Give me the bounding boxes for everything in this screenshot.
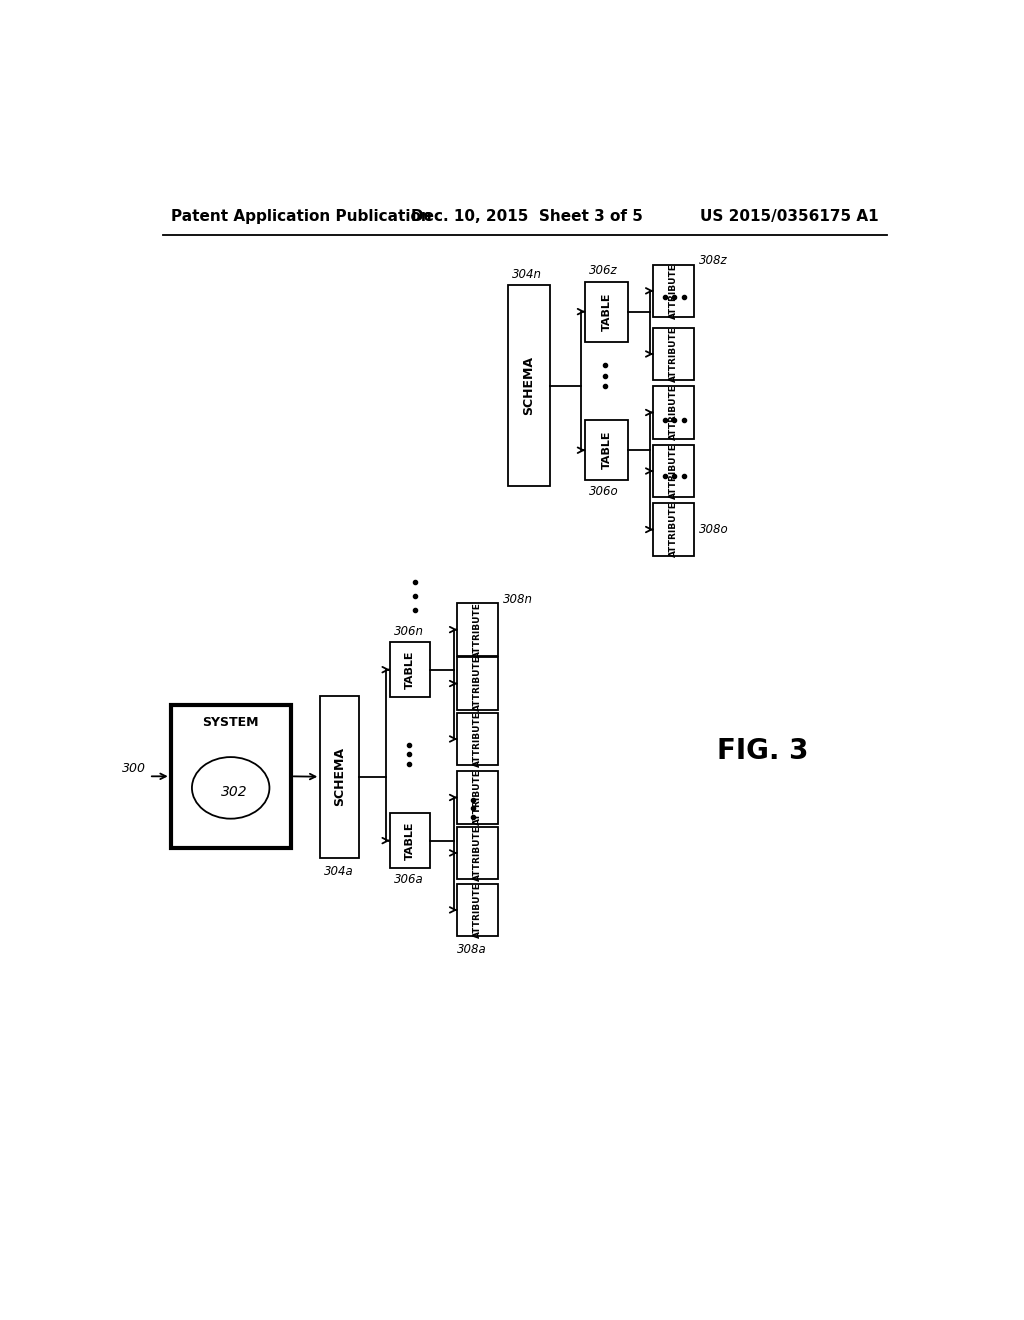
Bar [653,503,693,556]
Text: 304a: 304a [324,865,354,878]
Text: ATTRIBUTE: ATTRIBUTE [473,602,482,657]
Bar [653,387,693,438]
Text: Dec. 10, 2015  Sheet 3 of 5: Dec. 10, 2015 Sheet 3 of 5 [411,209,643,223]
Bar [508,285,550,486]
Text: ATTRIBUTE: ATTRIBUTE [669,502,678,557]
Bar [171,705,291,847]
Text: 304n: 304n [512,268,542,281]
Text: 300: 300 [122,762,145,775]
Bar [390,642,430,697]
Bar [586,420,628,480]
Text: ATTRIBUTE: ATTRIBUTE [669,263,678,318]
Bar [458,826,498,879]
Text: 308a: 308a [458,944,487,957]
Text: ATTRIBUTE: ATTRIBUTE [473,770,482,825]
Bar [653,264,693,317]
Text: TABLE: TABLE [406,651,415,689]
Text: 306o: 306o [589,484,618,498]
Text: ATTRIBUTE: ATTRIBUTE [669,326,678,381]
Text: US 2015/0356175 A1: US 2015/0356175 A1 [700,209,879,223]
Text: ATTRIBUTE: ATTRIBUTE [473,711,482,767]
Bar [458,657,498,710]
Text: Patent Application Publication: Patent Application Publication [171,209,431,223]
Bar [458,713,498,766]
Text: 306a: 306a [394,873,424,886]
Text: 302: 302 [221,785,248,800]
Text: 306n: 306n [394,624,424,638]
Text: SYSTEM: SYSTEM [203,715,259,729]
Text: 308n: 308n [503,593,534,606]
Bar [586,281,628,342]
Bar [458,884,498,936]
Text: TABLE: TABLE [601,430,611,470]
Text: TABLE: TABLE [406,821,415,859]
Text: ATTRIBUTE: ATTRIBUTE [669,384,678,441]
Text: 308z: 308z [699,255,728,268]
Bar [653,445,693,498]
Bar [390,813,430,869]
Text: ATTRIBUTE: ATTRIBUTE [473,656,482,711]
Ellipse shape [191,758,269,818]
Bar [458,771,498,824]
Text: 308o: 308o [699,523,729,536]
Text: FIG. 3: FIG. 3 [717,738,809,766]
Text: SCHEMA: SCHEMA [522,356,536,414]
Text: ATTRIBUTE: ATTRIBUTE [473,825,482,880]
Text: TABLE: TABLE [601,293,611,331]
Text: ATTRIBUTE: ATTRIBUTE [473,882,482,937]
Bar [653,327,693,380]
Text: 306z: 306z [589,264,617,277]
Text: SCHEMA: SCHEMA [333,747,346,807]
Text: ATTRIBUTE: ATTRIBUTE [669,444,678,499]
Bar [321,696,359,858]
Bar [458,603,498,656]
